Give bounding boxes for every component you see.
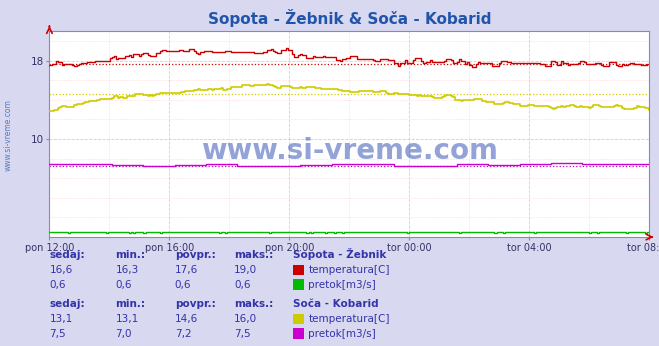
Text: 13,1: 13,1 bbox=[49, 315, 72, 325]
Text: 16,3: 16,3 bbox=[115, 265, 138, 275]
Text: min.:: min.: bbox=[115, 250, 146, 260]
Title: Sopota - Žebnik & Soča - Kobarid: Sopota - Žebnik & Soča - Kobarid bbox=[208, 9, 491, 27]
Text: pretok[m3/s]: pretok[m3/s] bbox=[308, 329, 376, 339]
Text: sedaj:: sedaj: bbox=[49, 250, 85, 260]
Text: povpr.:: povpr.: bbox=[175, 250, 215, 260]
Text: 17,6: 17,6 bbox=[175, 265, 198, 275]
Text: 16,0: 16,0 bbox=[234, 315, 257, 325]
Text: 0,6: 0,6 bbox=[234, 280, 250, 290]
Text: 0,6: 0,6 bbox=[49, 280, 66, 290]
Text: temperatura[C]: temperatura[C] bbox=[308, 265, 390, 275]
Text: 7,2: 7,2 bbox=[175, 329, 191, 339]
Text: 7,5: 7,5 bbox=[49, 329, 66, 339]
Text: Soča - Kobarid: Soča - Kobarid bbox=[293, 299, 379, 309]
Text: 0,6: 0,6 bbox=[115, 280, 132, 290]
Text: 0,6: 0,6 bbox=[175, 280, 191, 290]
Text: 13,1: 13,1 bbox=[115, 315, 138, 325]
Text: sedaj:: sedaj: bbox=[49, 299, 85, 309]
Text: 7,0: 7,0 bbox=[115, 329, 132, 339]
Text: Sopota - Žebnik: Sopota - Žebnik bbox=[293, 248, 387, 260]
Text: maks.:: maks.: bbox=[234, 250, 273, 260]
Text: 19,0: 19,0 bbox=[234, 265, 257, 275]
Text: maks.:: maks.: bbox=[234, 299, 273, 309]
Text: povpr.:: povpr.: bbox=[175, 299, 215, 309]
Text: pretok[m3/s]: pretok[m3/s] bbox=[308, 280, 376, 290]
Text: www.si-vreme.com: www.si-vreme.com bbox=[3, 99, 13, 171]
Text: temperatura[C]: temperatura[C] bbox=[308, 315, 390, 325]
Text: 16,6: 16,6 bbox=[49, 265, 72, 275]
Text: www.si-vreme.com: www.si-vreme.com bbox=[201, 137, 498, 165]
Text: 14,6: 14,6 bbox=[175, 315, 198, 325]
Text: min.:: min.: bbox=[115, 299, 146, 309]
Text: 7,5: 7,5 bbox=[234, 329, 250, 339]
